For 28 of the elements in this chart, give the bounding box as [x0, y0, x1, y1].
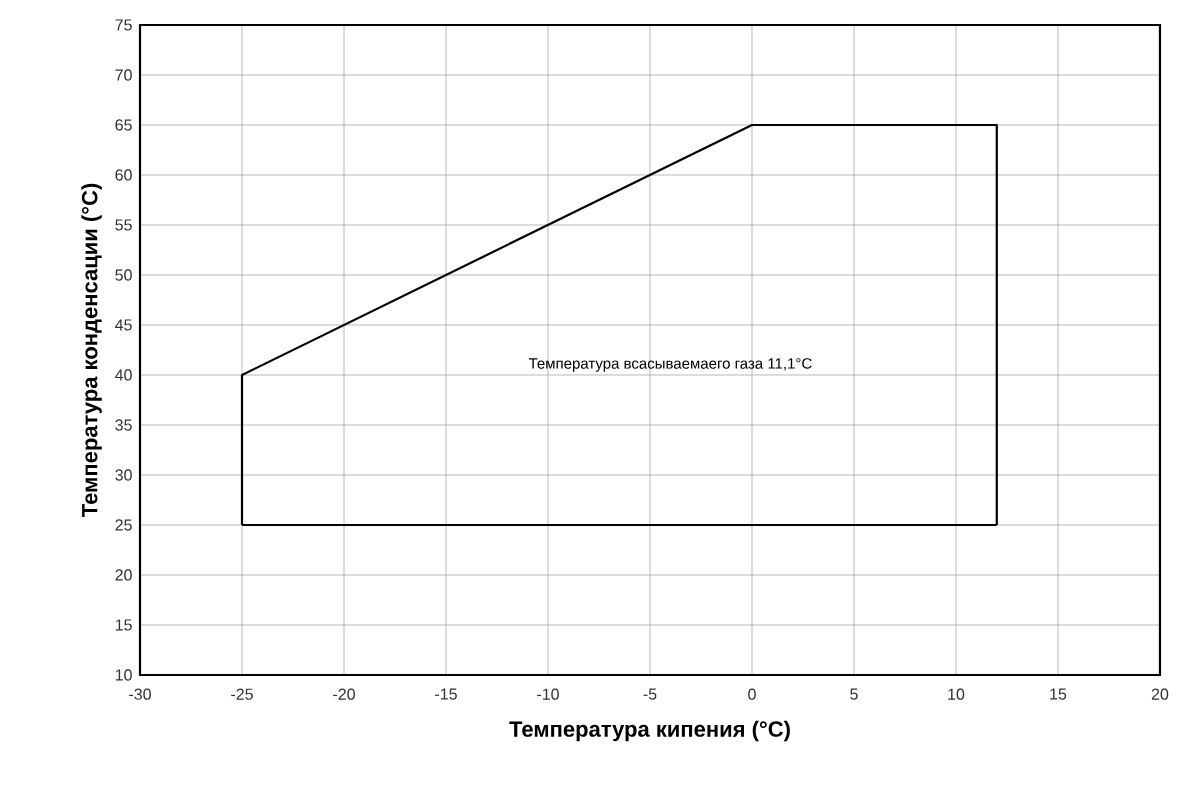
annotation: Температура всасываемаего газа 11,1°C [528, 358, 812, 372]
y-tick-label: 30 [115, 469, 132, 481]
y-tick-label: 35 [115, 419, 132, 431]
y-tick-label: 70 [115, 69, 132, 81]
x-axis-title: Температура кипения (°C) [509, 720, 790, 742]
y-tick-label: 45 [115, 319, 132, 331]
x-tick-label: 15 [1050, 688, 1067, 700]
y-tick-label: 50 [115, 269, 132, 281]
x-tick-label: -30 [129, 688, 151, 700]
y-tick-label: 20 [115, 569, 132, 581]
y-tick-label: 40 [115, 369, 132, 381]
y-tick-label: 60 [115, 169, 132, 181]
y-tick-label: 75 [115, 19, 132, 31]
y-tick-label: 65 [115, 119, 132, 131]
y-tick-label: 15 [115, 619, 132, 631]
y-axis-title: Температура конденсации (°C) [81, 183, 102, 517]
x-tick-label: -10 [537, 688, 559, 700]
y-tick-label: 25 [115, 519, 132, 531]
x-tick-label: -15 [435, 688, 457, 700]
x-tick-label: -20 [333, 688, 355, 700]
x-tick-label: -5 [643, 688, 657, 700]
y-tick-label: 10 [115, 669, 132, 681]
y-tick-label: 55 [115, 219, 132, 231]
x-tick-label: -25 [231, 688, 253, 700]
x-tick-label: 10 [948, 688, 965, 700]
x-tick-label: 5 [850, 688, 858, 700]
x-tick-label: 20 [1151, 688, 1169, 700]
x-tick-label: 0 [748, 688, 756, 700]
